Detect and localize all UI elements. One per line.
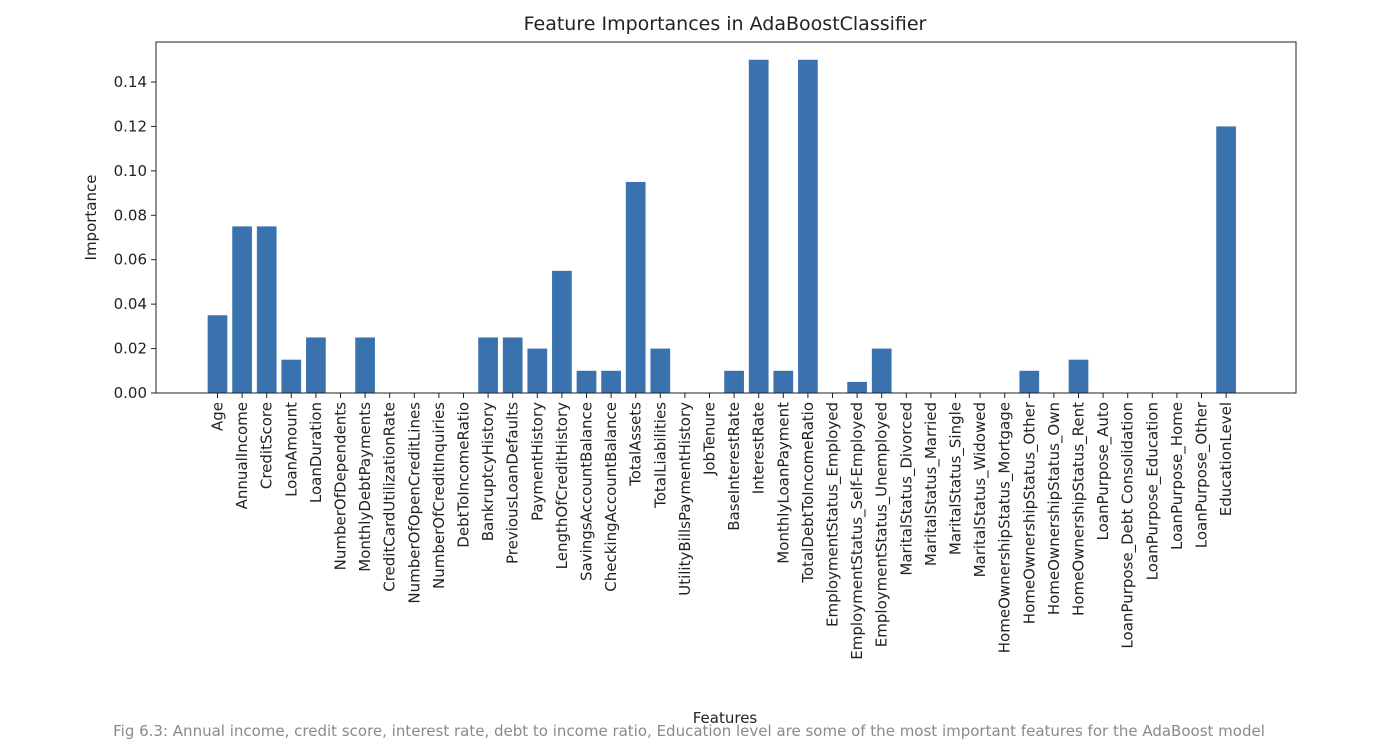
x-tick-label: HomeOwnershipStatus_Own <box>1045 402 1064 615</box>
x-tick-label: Age <box>209 402 227 431</box>
figure-caption: Fig 6.3: Annual income, credit score, in… <box>113 722 1265 740</box>
bar-age <box>207 315 228 393</box>
bar-educationlevel <box>1216 126 1236 394</box>
bar-creditscore <box>256 226 277 393</box>
bar-homeownershipstatus-other <box>1019 370 1040 393</box>
y-tick-label: 0.06 <box>114 251 147 269</box>
x-tick-label: EmploymentStatus_Unemployed <box>873 402 892 647</box>
x-tick-label: MaritalStatus_Widowed <box>971 402 990 577</box>
x-tick-label: CreditScore <box>258 402 276 489</box>
bar-employmentstatus-self-employed <box>847 381 867 393</box>
x-tick-label: UtilityBillsPaymentHistory <box>676 402 694 596</box>
x-tick-label: MaritalStatus_Single <box>947 402 966 555</box>
x-axis-label: Features <box>693 709 758 727</box>
bar-monthlydebtpayments <box>355 337 375 393</box>
x-tick-label: NumberOfOpenCreditLines <box>405 402 423 604</box>
x-tick-label: NumberOfCreditInquiries <box>430 402 448 589</box>
bar-loanduration <box>306 337 326 393</box>
x-tick-label: LoanPurpose_Auto <box>1094 402 1113 541</box>
x-tick-label: LoanDuration <box>307 402 325 503</box>
y-axis: 0.00 0.02 0.04 0.06 0.08 0.10 0.12 0.14 <box>114 73 156 402</box>
bar-monthlyloanpayment <box>773 370 794 393</box>
x-tick-label: NumberOfDependents <box>332 402 350 571</box>
chart-title: Feature Importances in AdaBoostClassifie… <box>524 13 927 35</box>
bar-totalliabilities <box>650 348 671 393</box>
x-tick-label: BankruptcyHistory <box>479 402 497 541</box>
x-tick-label: EducationLevel <box>1217 402 1235 516</box>
x-tick-label: PaymentHistory <box>528 402 546 521</box>
x-tick-label: LoanPurpose_Debt Consolidation <box>1119 402 1138 649</box>
bar-annualincome <box>232 226 252 393</box>
bar-totalassets <box>625 181 646 393</box>
bar-employmentstatus-unemployed <box>871 348 892 393</box>
y-tick-label: 0.12 <box>114 117 147 135</box>
x-tick-label: MaritalStatus_Divorced <box>897 402 916 576</box>
x-tick-label: BaseInterestRate <box>725 402 743 531</box>
x-tick-label: SavingsAccountBalance <box>578 402 596 581</box>
bar-savingsaccountbalance <box>576 370 597 393</box>
x-tick-label: LoanAmount <box>282 402 300 497</box>
bar-totaldebttoincomeratio <box>798 59 818 394</box>
x-tick-label: TotalLiabilities <box>651 402 669 509</box>
x-axis: Age AnnualIncome CreditScore LoanAmount Loan… <box>209 393 1235 660</box>
x-tick-label: EmploymentStatus_Employed <box>824 402 843 627</box>
bar-bankruptcyhistory <box>478 337 498 393</box>
y-tick-label: 0.04 <box>114 295 147 313</box>
x-tick-label: AnnualIncome <box>233 402 251 509</box>
x-tick-label: MaritalStatus_Married <box>922 402 941 566</box>
x-tick-label: HomeOwnershipStatus_Rent <box>1070 402 1089 616</box>
bar-loanamount <box>281 359 302 393</box>
x-tick-label: LengthOfCreditHistory <box>553 402 571 569</box>
y-axis-label: Importance <box>82 175 100 261</box>
x-tick-label: HomeOwnershipStatus_Other <box>1020 401 1039 624</box>
x-tick-label: MonthlyLoanPayment <box>774 402 792 564</box>
x-tick-label: JobTenure <box>701 402 719 476</box>
plot-frame <box>155 41 1297 394</box>
x-tick-label: DebtToIncomeRatio <box>455 402 473 548</box>
bar-lengthofcredithistory <box>552 270 572 393</box>
y-tick-label: 0.14 <box>114 73 147 91</box>
bar-checkingaccountbalance <box>601 370 621 393</box>
x-tick-label: LoanPurpose_Home <box>1168 402 1187 550</box>
x-tick-label: HomeOwnershipStatus_Mortgage <box>996 402 1015 653</box>
y-tick-label: 0.10 <box>114 162 147 180</box>
x-tick-label: PreviousLoanDefaults <box>504 402 522 564</box>
x-tick-label: LoanPurpose_Other <box>1193 401 1212 548</box>
bar-previousloandefaults <box>502 337 523 393</box>
x-tick-label: TotalDebtToIncomeRatio <box>799 402 817 584</box>
y-tick-label: 0.00 <box>114 384 147 402</box>
bar-baseinterestrate <box>724 370 744 393</box>
x-tick-label: MonthlyDebtPayments <box>356 402 374 572</box>
x-tick-label: EmploymentStatus_Self-Employed <box>848 402 867 660</box>
y-tick-label: 0.02 <box>114 340 147 358</box>
x-tick-label: InterestRate <box>750 402 768 494</box>
y-tick-label: 0.08 <box>114 206 147 224</box>
x-tick-label: LoanPurpose_Education <box>1143 402 1162 580</box>
bar-interestrate <box>748 59 769 394</box>
bar-paymenthistory <box>527 348 548 393</box>
x-tick-label: CreditCardUtilizationRate <box>381 402 399 592</box>
bar-homeownershipstatus-rent <box>1068 359 1089 393</box>
x-tick-label: TotalAssets <box>627 402 645 487</box>
x-tick-label: CheckingAccountBalance <box>602 402 620 592</box>
bars-layer <box>207 59 1236 394</box>
